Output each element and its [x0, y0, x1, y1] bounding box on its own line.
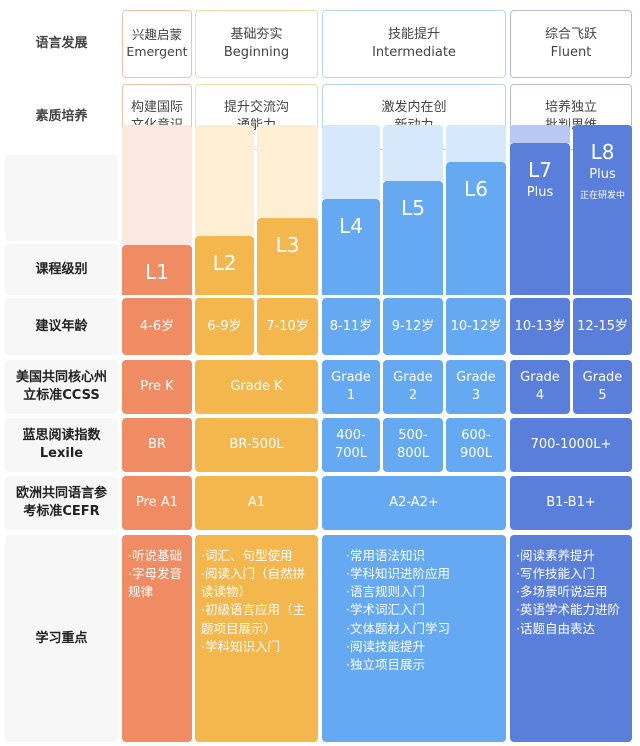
- focus-item: ·阅读技能提升: [346, 638, 425, 654]
- level-bar-background: [446, 125, 506, 162]
- level-name: L5: [401, 196, 425, 220]
- row-label-age: 建议年龄: [5, 298, 118, 355]
- stage-en: Fluent: [550, 45, 592, 60]
- ccss-cell: Grade 2: [383, 360, 443, 414]
- level-name: L2: [212, 251, 237, 275]
- level-bar-background: [257, 125, 318, 218]
- level-bar-l1: L1: [122, 245, 192, 295]
- stage-header-fluent: 综合飞跃 Fluent: [510, 10, 632, 78]
- stage-en: Beginning: [223, 45, 290, 60]
- level-bar-background: [322, 125, 380, 199]
- focus-item: ·语言规则入门: [346, 584, 425, 600]
- lexile-cell: 500-800L: [383, 418, 443, 472]
- age-cell: 7-10岁: [257, 298, 318, 355]
- ccss-cell: Grade 1: [322, 360, 380, 414]
- focus-item: ·常用语法知识: [346, 548, 425, 563]
- focus-item: ·写作技能入门: [516, 566, 595, 582]
- level-bar-background: [195, 125, 254, 236]
- row-label-cefr: 欧洲共同语言参考标准CEFR: [5, 476, 118, 530]
- focus-item: ·英语学术能力进阶: [516, 602, 620, 618]
- level-name: L6: [464, 177, 488, 201]
- level-name: L1: [145, 260, 169, 284]
- row-label-language: 语言发展: [5, 10, 118, 78]
- age-cell: 9-12岁: [383, 298, 443, 355]
- level-name: L4: [339, 214, 363, 238]
- level-name: L7: [528, 158, 552, 182]
- age-cell: 4-6岁: [122, 298, 192, 355]
- focus-cell: ·常用语法知识 ·学科知识进阶应用 ·语言规则入门 ·学术词汇入门 ·文体题材入门学习 ·…: [322, 535, 506, 742]
- level-bar-l6: L6: [446, 162, 506, 295]
- stage-cn: 基础夯实: [230, 27, 283, 43]
- ccss-cell: Grade 5: [573, 360, 632, 414]
- level-name: L3: [275, 233, 300, 257]
- level-sub: Plus: [526, 185, 554, 200]
- ccss-cell: Grade 3: [446, 360, 506, 414]
- lexile-cell: 400-700L: [322, 418, 380, 472]
- level-note: 正在研发中: [579, 190, 625, 201]
- lexile-cell: BR: [122, 418, 192, 472]
- focus-item: ·文体题材入门学习: [346, 620, 450, 636]
- row-label-ccss: 美国共同核心州立标准CCSS: [5, 360, 118, 414]
- focus-item: ·话题自由表达: [516, 620, 595, 636]
- stage-cn: 技能提升: [387, 27, 440, 43]
- lexile-cell: 600-900L: [446, 418, 506, 472]
- stage-cn: 兴趣启蒙: [131, 27, 182, 43]
- level-bar-l5: L5: [383, 181, 443, 295]
- level-bar-l2: L2: [195, 236, 254, 295]
- cefr-cell: Pre A1: [122, 476, 192, 530]
- level-bar-l7: L7 Plus: [510, 143, 570, 295]
- stage-cn: 综合飞跃: [544, 27, 597, 43]
- ccss-cell: Grade K: [195, 360, 318, 414]
- row-label-focus: 学习重点: [5, 535, 118, 742]
- focus-item: ·独立项目展示: [346, 656, 425, 672]
- age-cell: 8-11岁: [322, 298, 380, 355]
- stage-header-emergent: 兴趣启蒙 Emergent: [122, 10, 192, 78]
- stage-header-beginning: 基础夯实 Beginning: [195, 10, 318, 78]
- stage-en: Emergent: [126, 44, 188, 59]
- stage-header-intermediate: 技能提升 Intermediate: [322, 10, 506, 78]
- cefr-cell: A2-A2+: [322, 476, 506, 530]
- lexile-cell: BR-500L: [195, 418, 318, 472]
- level-bar-l3: L3: [257, 218, 318, 295]
- level-name: L8: [590, 140, 615, 164]
- row-label-quality: 素质培养: [5, 84, 118, 150]
- age-cell: 12-15岁: [573, 298, 632, 355]
- level-bar-background: [510, 125, 570, 143]
- focus-item: ·学科知识入门: [201, 638, 280, 654]
- age-cell: 10-12岁: [446, 298, 506, 355]
- focus-item: ·阅读入门（自然拼读读物）: [201, 566, 305, 600]
- level-sub: Plus: [589, 167, 616, 182]
- focus-cell: ·词汇、句型使用 ·阅读入门（自然拼读读物） ·初级语言应用（主题项目展示） ·学科知…: [195, 535, 318, 742]
- level-bar-l8: L8 Plus 正在研发中: [573, 125, 632, 295]
- cefr-cell: A1: [195, 476, 318, 530]
- level-bar-background: [122, 125, 192, 245]
- focus-cell: ·听说基础 ·字母发音规律: [122, 535, 192, 742]
- cefr-cell: B1-B1+: [510, 476, 632, 530]
- row-label-lexile: 蓝思阅读指数Lexile: [5, 418, 118, 472]
- stage-en: Intermediate: [372, 45, 456, 60]
- focus-cell: ·阅读素养提升 ·写作技能入门 ·多场景听说运用 ·英语学术能力进阶 ·话题自由表达: [510, 535, 632, 742]
- focus-item: ·词汇、句型使用: [201, 548, 293, 563]
- lexile-cell: 700-1000L+: [510, 418, 632, 472]
- age-cell: 10-13岁: [510, 298, 570, 355]
- focus-item: ·多场景听说运用: [516, 584, 608, 600]
- focus-item: ·字母发音规律: [128, 566, 182, 600]
- row-label-level: 课程级别: [5, 244, 118, 295]
- level-bar-l4: L4: [322, 199, 380, 295]
- age-cell: 6-9岁: [195, 298, 254, 355]
- focus-item: ·阅读素养提升: [516, 548, 595, 563]
- focus-item: ·学术词汇入门: [346, 602, 425, 618]
- ccss-cell: Grade 4: [510, 360, 570, 414]
- ccss-cell: Pre K: [122, 360, 192, 414]
- focus-item: ·初级语言应用（主题项目展示）: [201, 602, 305, 636]
- focus-item: ·学科知识进阶应用: [346, 566, 450, 582]
- focus-item: ·听说基础: [128, 548, 182, 563]
- label-spacer: [5, 155, 118, 241]
- level-bar-background: [383, 125, 443, 181]
